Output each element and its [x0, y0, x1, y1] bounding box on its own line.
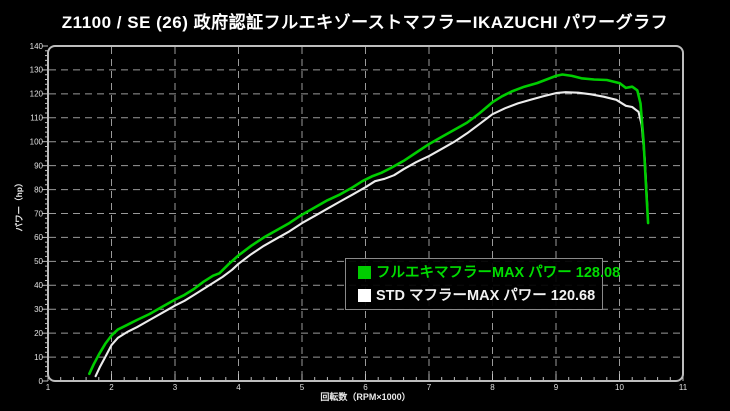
x-axis-tick-label: 10	[615, 383, 624, 392]
x-axis-tick-label: 2	[109, 383, 114, 392]
page-title: Z1100 / SE (26) 政府認証フルエキゾーストマフラーIKAZUCHI…	[61, 13, 669, 32]
x-axis-tick-label: 4	[236, 383, 241, 392]
legend-label-fullex: フルエキマフラー	[376, 264, 492, 281]
x-axis-tick-label: 7	[427, 383, 432, 392]
y-axis-tick-label: 130	[30, 66, 44, 75]
x-axis-tick-label: 6	[363, 383, 368, 392]
gridlines	[49, 47, 682, 380]
legend-max-power-fullex: MAX パワー 128.08	[492, 264, 621, 281]
y-axis-tick-label: 140	[30, 42, 44, 51]
y-axis-tick-label: 120	[30, 90, 44, 99]
x-axis-tick-label: 5	[300, 383, 305, 392]
x-axis-title: 回転数（RPM×1000）	[320, 391, 410, 402]
curve-std	[94, 91, 649, 378]
x-tick-labels: 1 2 3 4 5 6 7 8 9 10 11	[46, 383, 688, 392]
y-axis-tick-label: 20	[34, 329, 43, 338]
x-axis-tick-label: 8	[490, 383, 495, 392]
y-axis-tick-label: 80	[34, 185, 43, 194]
y-axis-tick-label: 90	[34, 161, 43, 170]
legend-label-std: STD マフラー	[376, 287, 468, 304]
y-axis-tick-label: 110	[30, 114, 43, 123]
legend-swatch-fullex	[358, 266, 371, 279]
x-axis-tick-label: 9	[554, 383, 559, 392]
legend-swatch-std	[358, 289, 371, 302]
y-axis-title: パワー（hp）	[14, 179, 24, 232]
y-axis-tick-label: 40	[34, 281, 43, 290]
x-axis-tick-label: 1	[46, 383, 51, 392]
legend-max-power-std: MAX パワー 120.68	[467, 287, 596, 304]
chart-legend: フルエキマフラー MAX パワー 128.08 STD マフラー MAX パワー…	[345, 258, 620, 310]
plot-frame	[47, 45, 684, 382]
y-axis-tick-label: 60	[34, 233, 43, 242]
y-tick-labels: 0 10 20 30 40 50 60 70 80 90 100 110 120 130 140	[30, 42, 44, 386]
y-axis-tick-label: 0	[39, 377, 44, 386]
y-axis-tick-label: 70	[34, 209, 43, 218]
legend-item-std: STD マフラー MAX パワー 120.68	[358, 286, 595, 306]
y-axis-tick-label: 30	[34, 305, 43, 314]
y-axis-tick-label: 50	[34, 257, 43, 266]
y-axis-tick-label: 100	[30, 138, 44, 147]
x-axis-tick-label: 3	[173, 383, 178, 392]
legend-item-fullex: フルエキマフラー MAX パワー 128.08	[358, 263, 620, 283]
x-axis-tick-label: 11	[679, 383, 688, 392]
curve-fullex	[88, 73, 650, 376]
y-axis-tick-label: 10	[34, 353, 43, 362]
